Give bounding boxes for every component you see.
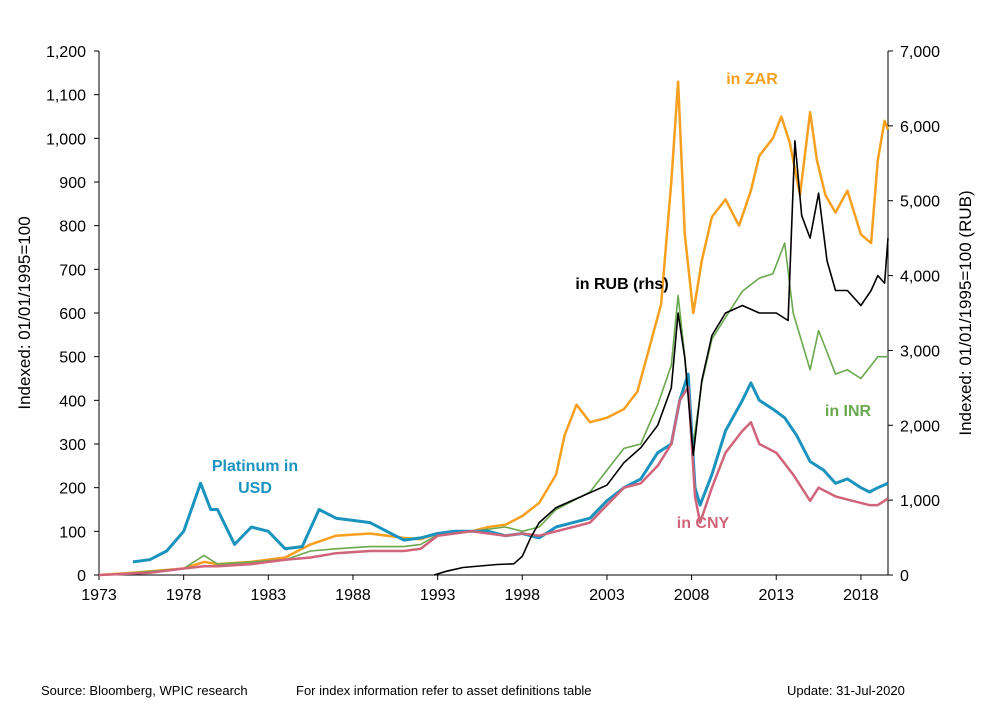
series-line-in-inr — [98, 242, 888, 576]
right-tick-label: 4,000 — [900, 269, 940, 286]
left-tick-label: 300 — [59, 437, 86, 454]
label-platinum-usd-line1: Platinum in — [212, 458, 298, 475]
x-tick-label: 1988 — [335, 587, 371, 604]
x-tick-label: 1998 — [504, 587, 540, 604]
left-tick-label: 1,200 — [46, 44, 86, 61]
x-tick-label: 2013 — [758, 587, 794, 604]
left-tick-label: 1,100 — [46, 88, 86, 105]
x-axis-ticks: 1973 1978 1983 1988 1993 1998 2003 2008 2013 2018 — [81, 575, 879, 604]
series-line-in-zar — [98, 80, 890, 577]
left-tick-label: 400 — [59, 393, 86, 410]
right-tick-label: 1,000 — [900, 493, 940, 510]
label-inr: in INR — [825, 403, 872, 420]
series-line-in-rub-rhs — [433, 140, 889, 576]
left-tick-label: 900 — [59, 175, 86, 192]
label-rub: in RUB (rhs) — [575, 276, 668, 293]
right-axis-title: Indexed: 01/01/1995=100 (RUB) — [956, 190, 975, 435]
right-tick-label: 5,000 — [900, 194, 940, 211]
footer-source: Source: Bloomberg, WPIC research — [41, 683, 248, 698]
x-tick-label: 2018 — [843, 587, 879, 604]
right-tick-label: 6,000 — [900, 119, 940, 136]
right-tick-label: 3,000 — [900, 343, 940, 360]
x-tick-label: 2008 — [674, 587, 710, 604]
right-tick-label: 0 — [900, 568, 909, 585]
series-line-in-cny — [98, 385, 889, 577]
left-axis-ticks: 0 100 200 300 400 500 600 700 800 900 1,000 1,100 1,… — [46, 44, 99, 585]
label-zar: in ZAR — [726, 71, 778, 88]
right-axis-ticks: 0 1,000 2,000 3,000 4,000 5,000 6,000 7,000 — [888, 44, 940, 585]
x-tick-label: 1983 — [251, 587, 287, 604]
right-tick-label: 2,000 — [900, 418, 940, 435]
label-cny: in CNY — [677, 515, 730, 532]
x-tick-label: 1978 — [166, 587, 202, 604]
left-axis-title: Indexed: 01/01/1995=100 — [15, 216, 34, 409]
series-lines — [98, 80, 890, 577]
left-tick-label: 200 — [59, 481, 86, 498]
left-tick-label: 0 — [77, 568, 86, 585]
series-line-platinum-in-usd — [132, 372, 889, 564]
x-tick-label: 1973 — [81, 587, 117, 604]
left-tick-label: 600 — [59, 306, 86, 323]
footer-update: Update: 31-Jul-2020 — [787, 683, 905, 698]
left-tick-label: 800 — [59, 219, 86, 236]
left-tick-label: 100 — [59, 524, 86, 541]
left-tick-label: 1,000 — [46, 131, 86, 148]
x-tick-label: 1993 — [420, 587, 456, 604]
footer-note: For index information refer to asset def… — [296, 683, 592, 698]
label-platinum-usd-line2: USD — [238, 480, 272, 497]
left-tick-label: 500 — [59, 350, 86, 367]
right-tick-label: 7,000 — [900, 44, 940, 61]
left-tick-label: 700 — [59, 262, 86, 279]
x-tick-label: 2003 — [589, 587, 625, 604]
